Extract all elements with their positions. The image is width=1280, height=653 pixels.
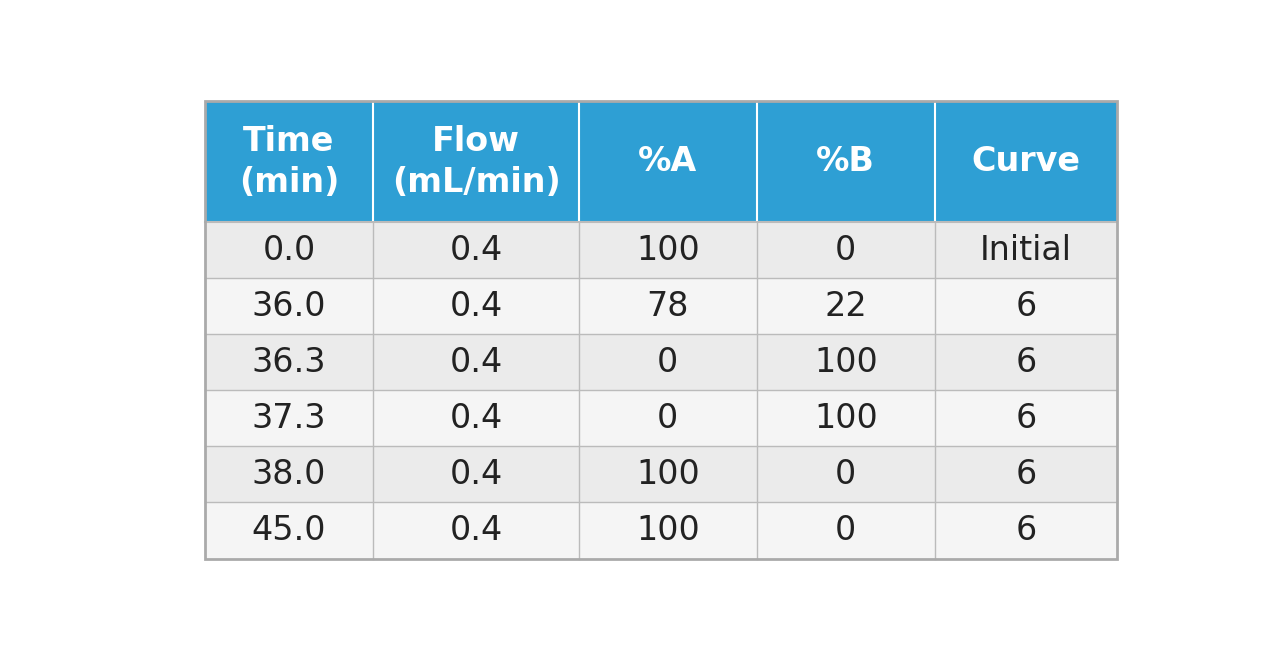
- Text: 45.0: 45.0: [252, 514, 326, 547]
- Text: %A: %A: [639, 145, 698, 178]
- Bar: [205, 278, 374, 334]
- Text: 0: 0: [657, 402, 678, 435]
- Bar: [756, 334, 934, 390]
- Text: 100: 100: [636, 514, 700, 547]
- Text: 0: 0: [835, 514, 856, 547]
- Text: 100: 100: [814, 402, 878, 435]
- Bar: [374, 278, 579, 334]
- Text: 0.4: 0.4: [449, 290, 503, 323]
- Text: 78: 78: [646, 290, 689, 323]
- Bar: [579, 101, 756, 222]
- Bar: [934, 447, 1117, 503]
- Text: 36.3: 36.3: [252, 346, 326, 379]
- Bar: [756, 222, 934, 278]
- Bar: [579, 503, 756, 558]
- Bar: [934, 101, 1117, 222]
- Text: 6: 6: [1015, 402, 1037, 435]
- Bar: [205, 447, 374, 503]
- Bar: [579, 222, 756, 278]
- Bar: [934, 503, 1117, 558]
- Text: Flow
(mL/min): Flow (mL/min): [392, 125, 561, 199]
- Bar: [579, 278, 756, 334]
- Bar: [579, 390, 756, 447]
- Text: 6: 6: [1015, 290, 1037, 323]
- Text: %B: %B: [817, 145, 876, 178]
- Bar: [205, 334, 374, 390]
- Bar: [374, 390, 579, 447]
- Text: 0.0: 0.0: [262, 234, 316, 267]
- Text: Initial: Initial: [980, 234, 1073, 267]
- Text: 0: 0: [835, 234, 856, 267]
- Text: 6: 6: [1015, 514, 1037, 547]
- Bar: [756, 447, 934, 503]
- Text: 100: 100: [814, 346, 878, 379]
- Bar: [374, 503, 579, 558]
- Bar: [374, 101, 579, 222]
- Bar: [579, 334, 756, 390]
- Bar: [934, 278, 1117, 334]
- Text: 6: 6: [1015, 458, 1037, 491]
- Text: 0.4: 0.4: [449, 234, 503, 267]
- Bar: [756, 101, 934, 222]
- Text: 0.4: 0.4: [449, 514, 503, 547]
- Bar: [374, 334, 579, 390]
- Bar: [579, 447, 756, 503]
- Text: 0.4: 0.4: [449, 346, 503, 379]
- Bar: [374, 447, 579, 503]
- Text: 0: 0: [835, 458, 856, 491]
- Text: 37.3: 37.3: [252, 402, 326, 435]
- Text: 0.4: 0.4: [449, 402, 503, 435]
- Bar: [205, 390, 374, 447]
- Text: 38.0: 38.0: [252, 458, 326, 491]
- Text: 0.4: 0.4: [449, 458, 503, 491]
- Bar: [934, 222, 1117, 278]
- Bar: [934, 334, 1117, 390]
- Bar: [934, 390, 1117, 447]
- Text: 36.0: 36.0: [252, 290, 326, 323]
- Text: 6: 6: [1015, 346, 1037, 379]
- Bar: [205, 101, 374, 222]
- Text: Time
(min): Time (min): [239, 125, 339, 199]
- Bar: [374, 222, 579, 278]
- Bar: [205, 503, 374, 558]
- Text: Curve: Curve: [972, 145, 1080, 178]
- Bar: [756, 390, 934, 447]
- Text: 22: 22: [824, 290, 867, 323]
- Text: 100: 100: [636, 234, 700, 267]
- Bar: [756, 503, 934, 558]
- Bar: [756, 278, 934, 334]
- Text: 0: 0: [657, 346, 678, 379]
- Text: 100: 100: [636, 458, 700, 491]
- Bar: [205, 222, 374, 278]
